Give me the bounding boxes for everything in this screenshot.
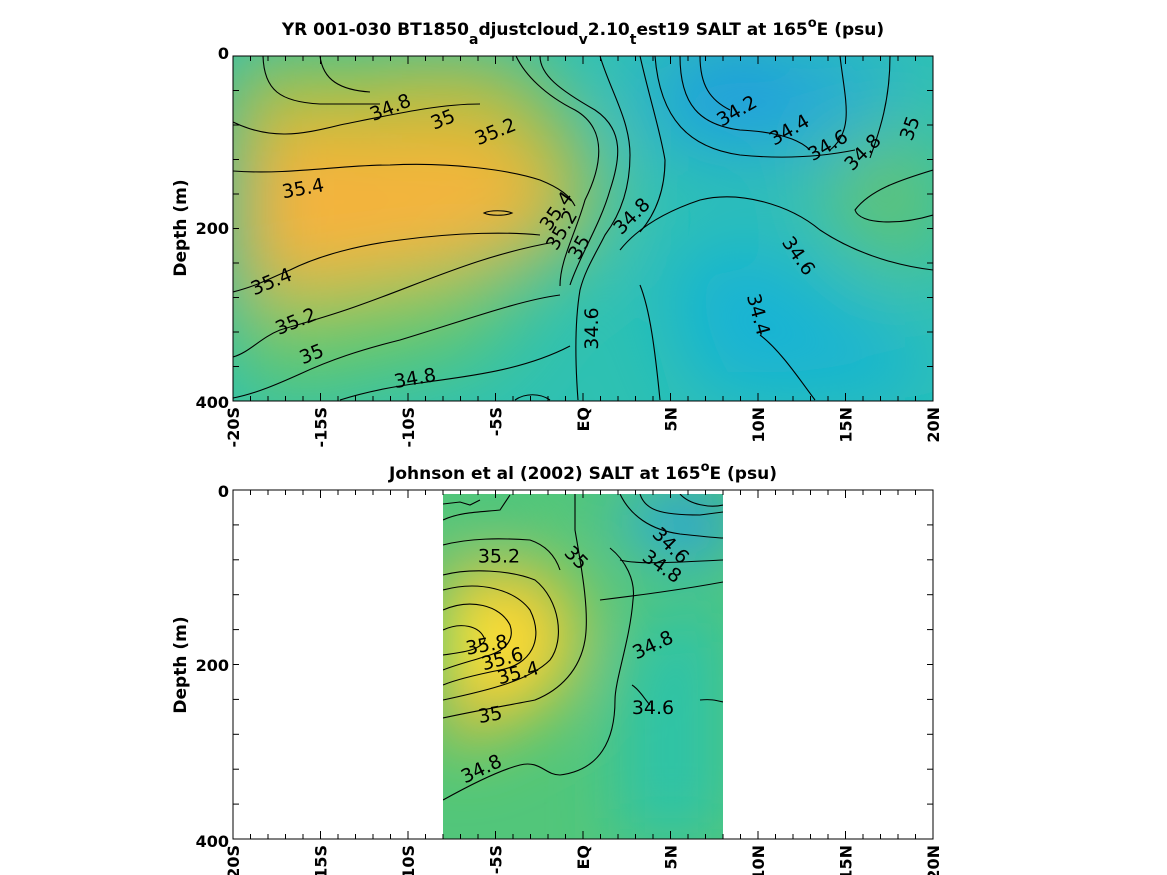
obs-y-axis: 0 200 400 — [196, 482, 933, 851]
model-y-axis: 0 200 400 — [196, 44, 933, 412]
model-salinity-field — [233, 56, 933, 401]
x-tick-label: 20N — [924, 407, 943, 443]
contour-label: 35 — [476, 702, 504, 728]
contour-label: 34.6 — [581, 307, 603, 349]
x-tick-label: 5N — [662, 845, 681, 870]
obs-contour-lines — [443, 494, 723, 801]
x-tick-label: 10N — [749, 845, 768, 875]
contour-label: 34.6 — [632, 697, 674, 719]
x-tick-label: 15N — [837, 845, 856, 875]
y-tick-label: 0 — [218, 44, 229, 63]
x-tick-label: -10S — [399, 407, 418, 447]
y-tick-label: 400 — [196, 393, 229, 412]
x-tick-label: 5N — [662, 407, 681, 432]
x-tick-label: -15S — [312, 845, 331, 875]
model-y-axis-label: Depth (m) — [171, 179, 191, 276]
x-tick-label: -20S — [224, 407, 243, 447]
x-tick-label: -20S — [224, 845, 243, 875]
x-tick-label: -5S — [487, 407, 506, 436]
model-x-axis: -20S -15S -10S -5S EQ 5N 10N 15N 20N — [224, 56, 943, 447]
obs-contour-labels: 35.2 35 34.634.835.835.635.434.835 34.634.8 — [458, 523, 694, 788]
obs-x-axis: -20S -15S -10S -5S EQ 5N 10N 15N 20N — [224, 490, 943, 875]
x-tick-label: EQ — [574, 407, 593, 432]
y-tick-label: 400 — [196, 832, 229, 851]
obs-panel: Johnson et al (2002) SALT at 165oE (psu) — [171, 460, 943, 875]
y-tick-label: 200 — [196, 219, 229, 238]
y-tick-label: 200 — [196, 656, 229, 675]
x-tick-label: EQ — [574, 845, 593, 870]
model-contour-lines — [233, 56, 933, 401]
x-tick-label: 20N — [924, 845, 943, 875]
obs-salinity-field — [443, 494, 723, 839]
y-tick-label: 0 — [218, 482, 229, 501]
x-tick-label: 10N — [749, 407, 768, 443]
obs-y-axis-label: Depth (m) — [171, 616, 191, 713]
model-chart-title: YR 001-030 BT1850adjustcloudv2.10test19 … — [281, 16, 884, 48]
x-tick-label: 15N — [837, 407, 856, 443]
x-tick-label: -15S — [312, 407, 331, 447]
x-tick-label: -10S — [399, 845, 418, 875]
x-tick-label: -5S — [487, 845, 506, 874]
obs-chart-title: Johnson et al (2002) SALT at 165oE (psu) — [388, 460, 777, 484]
contour-label: 35.2 — [478, 545, 520, 567]
model-panel: YR 001-030 BT1850adjustcloudv2.10test19 … — [171, 16, 943, 447]
